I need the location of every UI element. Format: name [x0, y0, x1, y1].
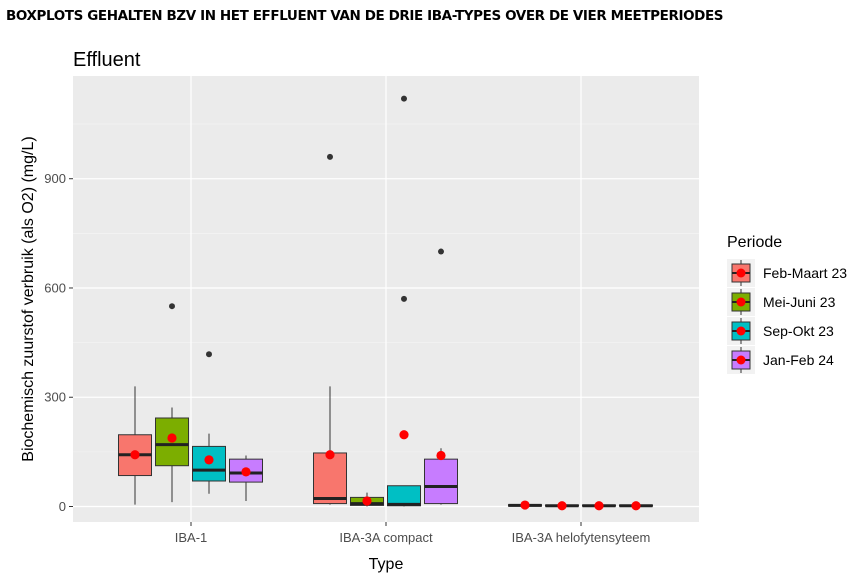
legend-label: Sep-Okt 23 — [763, 323, 834, 339]
box-1-1 — [350, 492, 384, 507]
x-tick-label: IBA-3A helofytensyteem — [512, 530, 651, 545]
legend-item: Mei-Juni 23 — [727, 288, 836, 316]
legend-title: Periode — [727, 234, 782, 251]
outlier-point — [169, 303, 175, 310]
x-tick-label: IBA-1 — [175, 530, 208, 545]
box-0-2 — [192, 351, 226, 494]
legend-item: Sep-Okt 23 — [727, 317, 834, 345]
legend-label: Mei-Juni 23 — [763, 294, 836, 310]
box-2-0 — [508, 500, 542, 510]
legend-label: Jan-Feb 24 — [763, 352, 834, 368]
mean-point — [594, 501, 604, 511]
y-tick-label: 300 — [44, 390, 66, 405]
mean-point — [557, 501, 567, 511]
y-tick-label: 600 — [44, 280, 66, 295]
box-0-0 — [118, 386, 152, 505]
y-tick-label: 900 — [44, 171, 66, 186]
legend-label: Feb-Maart 23 — [763, 265, 847, 281]
box-rect — [387, 485, 421, 507]
mean-point — [399, 430, 409, 440]
box-2-2 — [582, 501, 616, 511]
mean-point — [436, 450, 446, 461]
box-1-0 — [313, 153, 347, 505]
box-1-3 — [424, 248, 458, 505]
mean-point — [204, 455, 214, 465]
box-2-3 — [619, 501, 653, 511]
box-1-2 — [387, 95, 421, 507]
legend-item: Feb-Maart 23 — [727, 259, 847, 287]
mean-point — [362, 496, 372, 506]
legend: Periode Feb-Maart 23 Mei-Juni 23 Sep-Okt 2… — [727, 234, 847, 374]
outlier-point — [206, 351, 212, 358]
legend-item: Jan-Feb 24 — [727, 346, 834, 374]
boxes-layer — [118, 95, 653, 511]
x-axis: IBA-1 IBA-3A compact IBA-3A helofytensytee… — [175, 522, 651, 545]
mean-point — [241, 467, 251, 477]
outlier-point — [401, 95, 407, 102]
legend-key-mean — [736, 268, 746, 278]
box-2-1 — [545, 501, 579, 511]
mean-point — [130, 450, 140, 460]
legend-key-mean — [736, 326, 746, 336]
legend-key-mean — [736, 355, 746, 365]
box-0-3 — [229, 455, 263, 502]
grid-lines — [73, 76, 699, 522]
box-0-1 — [155, 303, 189, 503]
mean-point — [631, 501, 641, 511]
outlier-point — [401, 295, 407, 302]
legend-key-mean — [736, 297, 746, 307]
box-rect — [424, 458, 458, 505]
chart-title: Effluent — [73, 49, 141, 71]
y-tick-label: 0 — [59, 499, 66, 514]
x-axis-label: Type — [369, 556, 404, 573]
mean-point — [167, 433, 177, 443]
mean-point — [520, 500, 530, 510]
page-heading: BOXPLOTS GEHALTEN BZV IN HET EFFLUENT VA… — [6, 8, 724, 24]
outlier-point — [438, 248, 444, 255]
outlier-point — [327, 153, 333, 160]
mean-point — [325, 450, 335, 460]
box-rect — [313, 452, 347, 505]
x-tick-label: IBA-3A compact — [339, 530, 433, 545]
y-axis: 0 300 600 900 — [44, 171, 73, 514]
y-axis-label: Biochemisch zuurstof verbruik (als O2) (… — [20, 136, 37, 461]
